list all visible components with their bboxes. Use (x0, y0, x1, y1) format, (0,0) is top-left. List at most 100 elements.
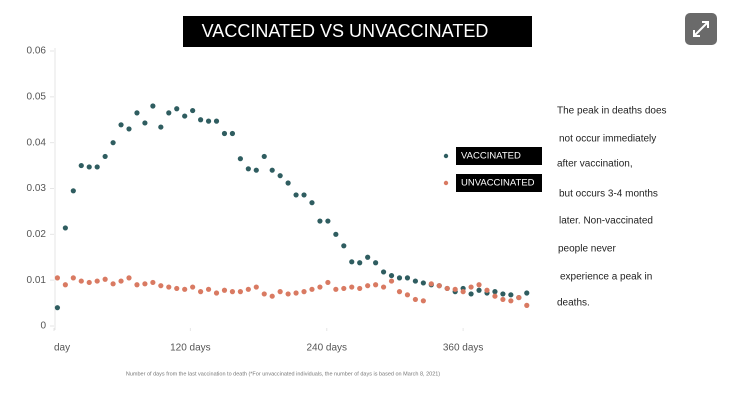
point (86, 164, 92, 170)
point (420, 298, 426, 304)
expand-button[interactable] (685, 13, 717, 45)
point (70, 188, 76, 194)
point (508, 292, 514, 298)
point (174, 106, 180, 112)
x-tick-label: 120 days (170, 343, 211, 354)
y-tick-label: 0.02 (27, 229, 47, 240)
point (70, 275, 76, 281)
point (301, 192, 307, 198)
annotation-line: not occur immediately (559, 134, 656, 145)
point (420, 280, 426, 286)
annotation-line: but occurs 3-4 months (559, 189, 658, 200)
point (94, 278, 100, 284)
point (54, 305, 61, 311)
point (198, 117, 204, 123)
point (94, 164, 100, 170)
point (317, 218, 323, 224)
point (460, 289, 466, 295)
point (190, 284, 196, 290)
point (404, 275, 411, 281)
point (476, 282, 482, 288)
expand-icon[interactable] (693, 21, 709, 37)
point (285, 180, 291, 186)
point (54, 275, 61, 281)
point (412, 296, 418, 303)
point (237, 156, 243, 162)
point (150, 279, 156, 286)
point (380, 284, 387, 290)
point (301, 289, 307, 295)
title-box (183, 16, 532, 47)
point (86, 279, 92, 286)
point (388, 272, 395, 279)
point (253, 167, 259, 173)
point (333, 231, 339, 237)
point (468, 291, 474, 297)
point (436, 283, 442, 289)
point (158, 283, 164, 289)
y-tick-label: 0 (40, 321, 46, 332)
point (468, 284, 474, 290)
annotation-line: people never (558, 244, 616, 255)
point (158, 124, 164, 130)
point (78, 162, 84, 169)
point (62, 282, 68, 288)
x-axis-label: Number of days from the last vaccination… (126, 371, 440, 377)
point (62, 225, 68, 231)
point (452, 286, 458, 292)
point (309, 286, 315, 292)
point (380, 269, 387, 275)
annotation-line: after vaccination, (557, 159, 633, 170)
point (492, 293, 498, 299)
point (213, 118, 220, 124)
legend-marker (443, 153, 449, 159)
point (229, 130, 236, 137)
point (444, 285, 450, 292)
point (349, 259, 355, 265)
point (182, 286, 188, 292)
point (524, 290, 530, 296)
legend-box (456, 174, 542, 192)
point (142, 120, 148, 126)
point (118, 122, 124, 128)
annotation-line: The peak in deaths does (557, 106, 667, 117)
y-tick-label: 0.05 (27, 91, 47, 102)
y-tick-label: 0.03 (27, 183, 47, 194)
point (213, 290, 220, 296)
point (269, 293, 275, 299)
point (285, 291, 291, 297)
point (357, 285, 363, 292)
point (150, 103, 156, 109)
point (205, 118, 212, 124)
legend-box (456, 147, 542, 165)
point (396, 289, 403, 295)
point (110, 140, 116, 146)
point (221, 287, 228, 293)
point (428, 281, 434, 287)
point (253, 284, 259, 290)
legend-marker (443, 180, 449, 186)
chart-title: VACCINATED VS UNVACCINATED (202, 21, 489, 41)
point (237, 289, 243, 295)
annotation-line: experience a peak in (560, 272, 652, 283)
point (261, 291, 267, 297)
point (325, 218, 331, 224)
point (373, 282, 379, 288)
point (357, 260, 363, 266)
point (229, 289, 236, 295)
point (476, 287, 482, 293)
point (126, 126, 132, 132)
x-tick-label: 360 days (443, 343, 484, 354)
point (500, 291, 506, 297)
point (325, 279, 331, 286)
point (182, 113, 188, 119)
point (404, 292, 411, 298)
point (126, 275, 132, 281)
point (277, 173, 283, 179)
point (333, 286, 339, 292)
legend-label: UNVACCINATED (461, 178, 535, 189)
point (365, 254, 371, 260)
point (221, 130, 228, 137)
